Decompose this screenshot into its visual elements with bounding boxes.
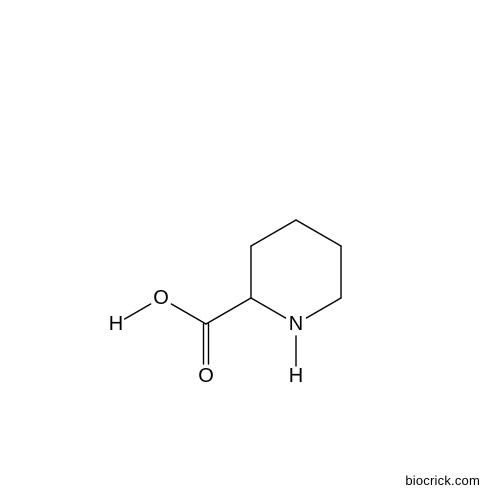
atom-label-o-hydroxyl: O <box>153 288 169 308</box>
watermark-text: biocrick.com <box>405 473 480 488</box>
atom-label-h-amine: H <box>289 366 303 386</box>
molecule-canvas: N O O H H biocrick.com <box>0 0 500 500</box>
atom-label-n: N <box>289 314 303 334</box>
atom-label-o-double: O <box>198 366 214 386</box>
atom-label-h-hydroxyl: H <box>109 314 123 334</box>
bond-layer <box>0 0 500 500</box>
